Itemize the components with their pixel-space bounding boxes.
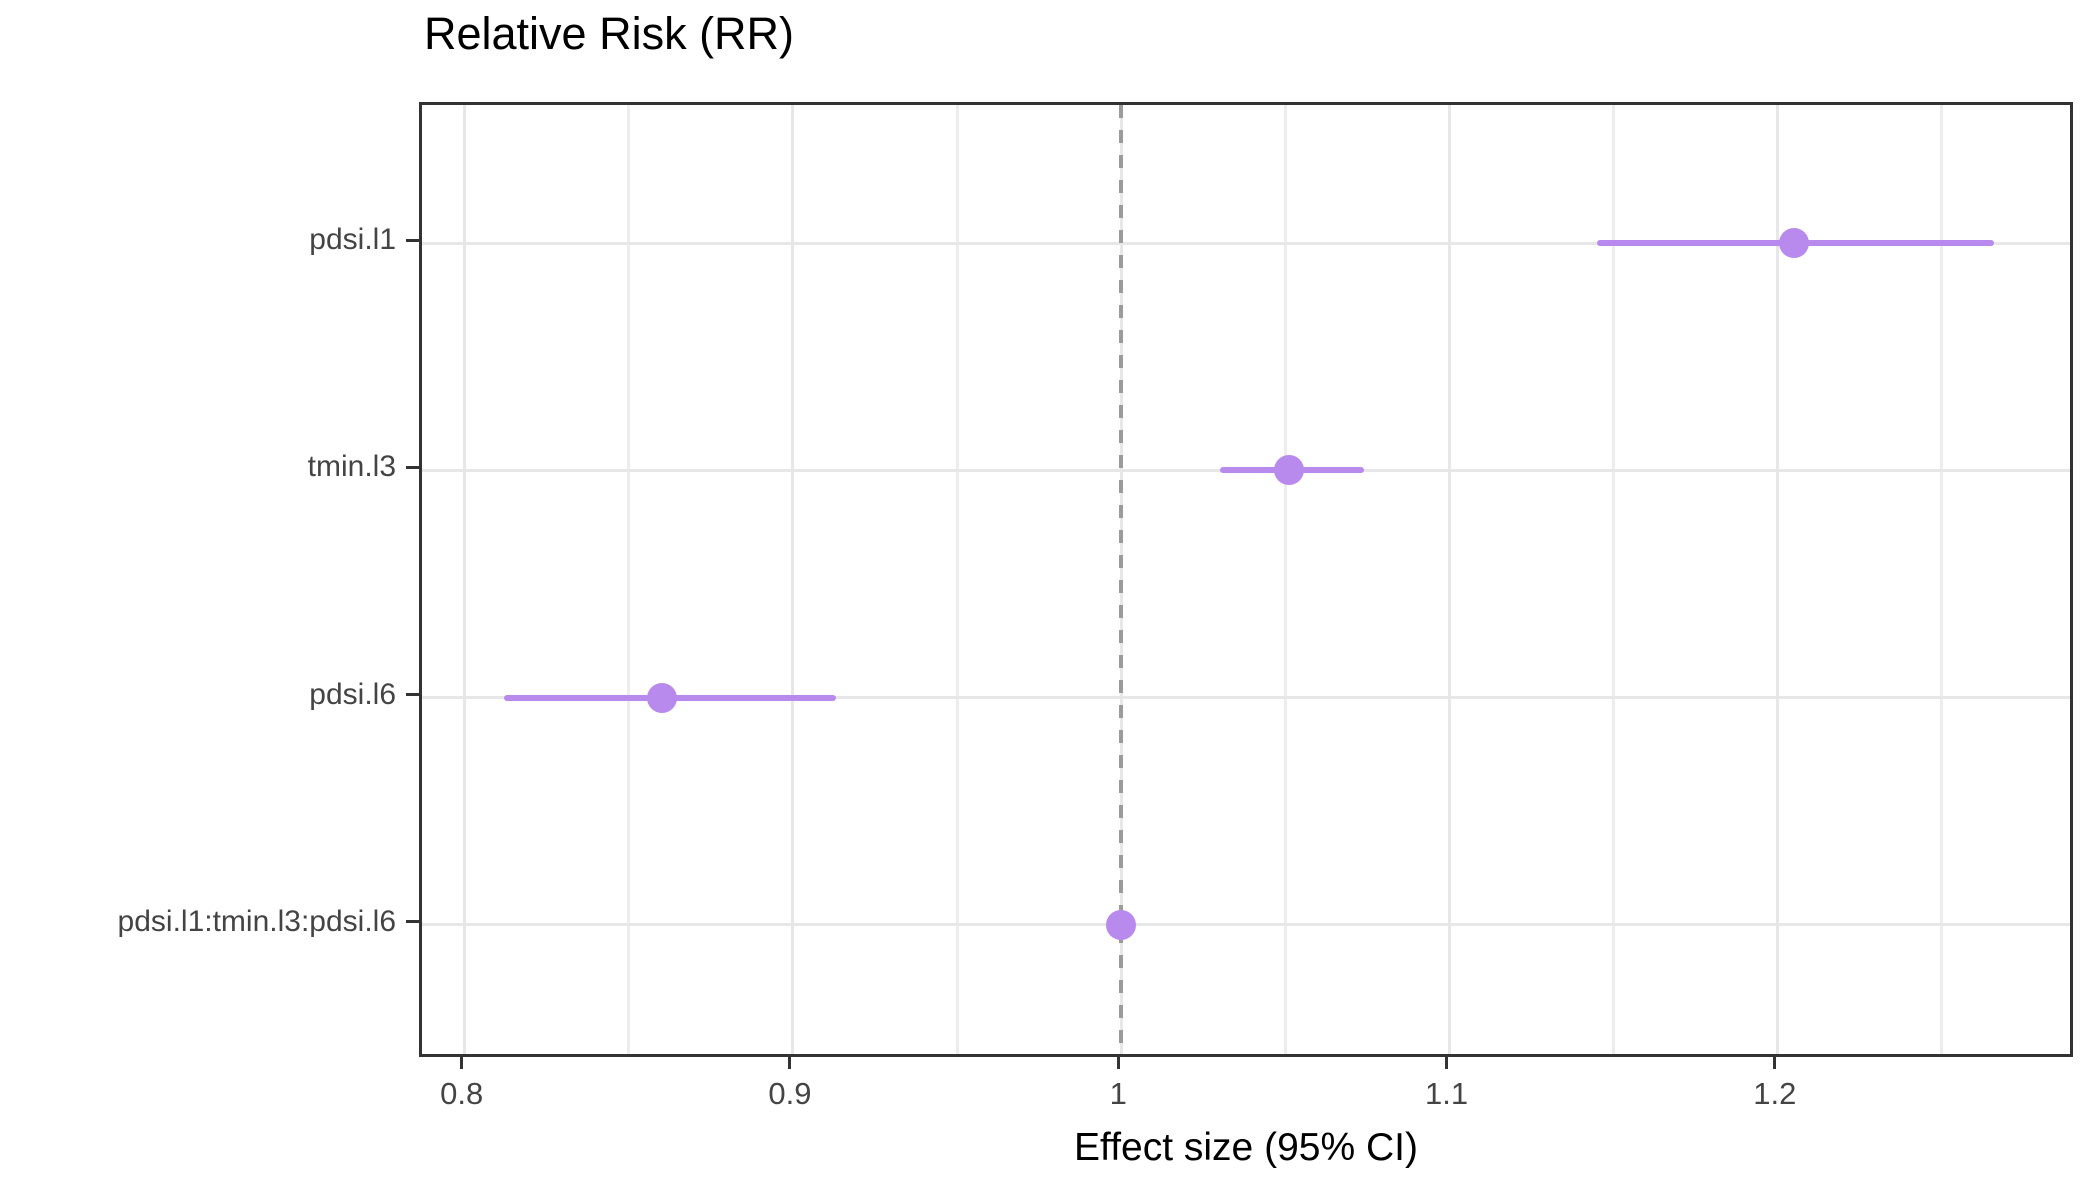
x-axis-tick	[788, 1057, 792, 1069]
y-axis-label: pdsi.l1	[309, 223, 396, 256]
x-axis-tick	[460, 1057, 464, 1069]
x-tick-label: 1.1	[1424, 1076, 1469, 1111]
gridline-minor-x	[1940, 105, 1944, 1054]
chart-title: Relative Risk (RR)	[424, 8, 795, 59]
x-tick-label: 0.9	[768, 1076, 812, 1111]
gridline-minor-x	[955, 105, 959, 1054]
gridline-major-x	[463, 105, 467, 1054]
estimate-point	[1273, 455, 1304, 486]
gridline-major-x	[1448, 105, 1452, 1054]
gridline-minor-x	[1283, 105, 1287, 1054]
estimate-point	[646, 682, 677, 713]
estimate-point	[1779, 228, 1810, 258]
y-axis-label: pdsi.l6	[309, 677, 396, 711]
gridline-major-y	[422, 241, 2070, 245]
gridline-major-x	[1776, 105, 1780, 1054]
x-tick-label: 1.2	[1753, 1076, 1797, 1111]
gridline-minor-x	[1612, 105, 1616, 1054]
estimate-point	[1106, 909, 1137, 940]
y-axis-tick	[406, 465, 419, 469]
y-axis-tick	[406, 238, 419, 242]
x-axis-tick	[1773, 1057, 1777, 1069]
x-tick-label: 1	[1109, 1076, 1127, 1111]
x-tick-label: 0.8	[440, 1076, 484, 1111]
x-axis-tick	[1116, 1057, 1120, 1069]
gridline-major-y	[422, 696, 2070, 700]
gridline-minor-x	[627, 105, 631, 1054]
plot-panel-inner	[422, 105, 2070, 1054]
y-axis-tick	[406, 693, 419, 697]
plot-panel	[419, 102, 2073, 1057]
x-axis-title: Effect size (95% CI)	[1074, 1126, 1418, 1169]
reference-line	[1119, 105, 1124, 1054]
x-axis-tick	[1445, 1057, 1449, 1069]
gridline-major-x	[791, 105, 795, 1054]
y-axis-tick	[406, 920, 419, 924]
y-axis-label: pdsi.l1:tmin.l3:pdsi.l6	[117, 904, 396, 938]
gridline-major-y	[422, 923, 2070, 927]
y-axis-label: tmin.l3	[307, 450, 396, 484]
